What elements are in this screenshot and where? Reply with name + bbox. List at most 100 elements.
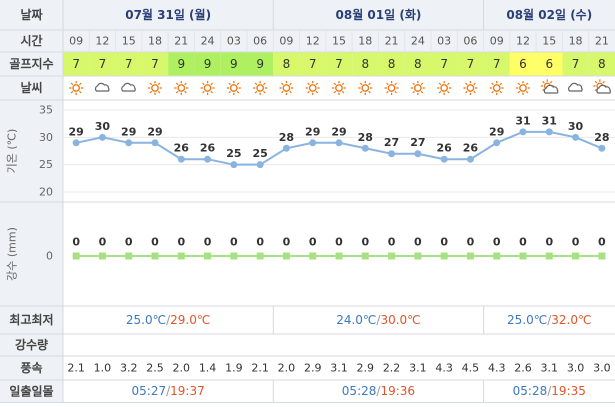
- cloudy-icon: [94, 82, 110, 92]
- temp-data-label: 27: [384, 136, 399, 149]
- rain-point: [282, 252, 290, 260]
- rain-data-label: 0: [545, 236, 553, 249]
- time-cell: 15: [122, 35, 136, 48]
- rain-point: [177, 252, 185, 260]
- sunny-icon: [437, 81, 452, 95]
- temp-axis-tick: 30: [39, 131, 53, 144]
- golf-index-value: 7: [151, 57, 159, 71]
- temp-point: [440, 155, 448, 163]
- time-cell: 18: [358, 35, 372, 48]
- wind-speed-value: 3.0: [593, 362, 611, 375]
- rain-point: [388, 252, 396, 260]
- golf-index-value: 8: [361, 57, 369, 71]
- time-row-bg: [0, 30, 615, 52]
- golf-cell: [536, 52, 563, 76]
- temp-data-label: 29: [121, 125, 136, 138]
- rain-point: [598, 252, 606, 260]
- rain-data-label: 0: [519, 236, 527, 249]
- min-max-temp: 24.0℃/30.0℃: [336, 313, 420, 327]
- wind-speed-value: 4.3: [435, 362, 453, 375]
- time-cell: 21: [595, 35, 609, 48]
- temp-axis-tick: 35: [39, 104, 53, 117]
- rain-data-label: 0: [125, 236, 133, 249]
- temp-data-label: 29: [331, 125, 346, 138]
- wind-speed-value: 2.9: [304, 362, 322, 375]
- temp-point: [361, 144, 369, 152]
- max-temp: 30.0℃: [380, 313, 420, 327]
- sunrise-time: 05:28: [513, 384, 548, 398]
- time-cell: 03: [437, 35, 451, 48]
- sunny-icon: [200, 81, 215, 95]
- golf-index-value: 7: [72, 57, 80, 71]
- rain-point: [519, 252, 527, 260]
- wind-speed-value: 3.1: [409, 362, 427, 375]
- temp-separator: /: [376, 313, 381, 327]
- temp-data-label: 28: [358, 131, 373, 144]
- temp-data-label: 30: [95, 120, 111, 133]
- sunny-icon: [358, 81, 373, 95]
- temp-point: [598, 144, 606, 152]
- time-separator: /: [166, 384, 171, 398]
- rain-point: [493, 252, 501, 260]
- temp-axis-tick: 25: [39, 158, 53, 171]
- rain-data-label: 0: [598, 236, 606, 249]
- temp-data-label: 28: [279, 131, 294, 144]
- temp-data-label: 25: [252, 147, 267, 160]
- min-temp: 24.0℃: [336, 313, 376, 327]
- temp-point: [519, 128, 527, 136]
- golf-cell: [562, 52, 589, 76]
- temp-separator: /: [166, 313, 171, 327]
- temp-point: [493, 139, 501, 147]
- time-cell: 18: [569, 35, 583, 48]
- sunrise-sunset: 05:28/19:36: [342, 384, 415, 398]
- rain-axis-label: 강수 (mm): [6, 227, 19, 281]
- temp-point: [466, 155, 474, 163]
- golf-index-value: 8: [598, 57, 606, 71]
- temp-data-label: 26: [436, 142, 452, 155]
- day-header: 08월 01일 (화): [336, 7, 422, 22]
- day-header: 07월 31일 (월): [125, 7, 211, 22]
- temp-point: [98, 133, 106, 141]
- golf-cell: [352, 52, 379, 76]
- min-max-temp: 25.0℃/29.0℃: [126, 313, 210, 327]
- sunny-icon: [516, 81, 530, 95]
- wind-speed-value: 1.4: [199, 362, 217, 375]
- time-separator: /: [547, 384, 552, 398]
- time-cell: 09: [490, 35, 504, 48]
- sunrise-time: 05:28: [342, 384, 377, 398]
- rain-data-label: 0: [230, 236, 238, 249]
- sunny-icon: [226, 81, 241, 95]
- rain-point: [440, 252, 448, 260]
- golf-cell: [299, 52, 326, 76]
- golf-index-value: 7: [99, 57, 107, 71]
- row-label-weather: 날씨: [20, 81, 42, 95]
- rain-point: [361, 252, 369, 260]
- wind-speed-value: 3.1: [330, 362, 348, 375]
- temp-axis-tick: 20: [39, 186, 53, 199]
- golf-index-value: 7: [125, 57, 133, 71]
- golf-cell: [588, 52, 615, 76]
- time-separator: /: [376, 384, 381, 398]
- rain-data-label: 0: [361, 236, 369, 249]
- temp-point: [309, 139, 317, 147]
- temp-data-label: 26: [174, 142, 190, 155]
- temp-point: [72, 139, 80, 147]
- temp-point: [151, 139, 159, 147]
- row-label-time: 시간: [20, 33, 42, 48]
- golf-index-value: 6: [519, 57, 527, 71]
- sunrise-sunset: 05:28/19:35: [513, 384, 586, 398]
- golf-index-value: 9: [256, 57, 264, 71]
- wind-speed-value: 2.1: [67, 362, 85, 375]
- rain-data-label: 0: [283, 236, 291, 249]
- golf-cell: [325, 52, 353, 76]
- wind-speed-value: 3.1: [541, 362, 559, 375]
- temp-point: [125, 139, 133, 147]
- sunny-icon: [410, 81, 425, 95]
- rain-data-label: 0: [440, 236, 448, 249]
- temp-data-label: 31: [542, 114, 557, 127]
- temp-data-label: 29: [489, 125, 504, 138]
- rain-point: [204, 252, 212, 260]
- wind-speed-value: 2.1: [251, 362, 269, 375]
- date-row-bg: [0, 0, 615, 30]
